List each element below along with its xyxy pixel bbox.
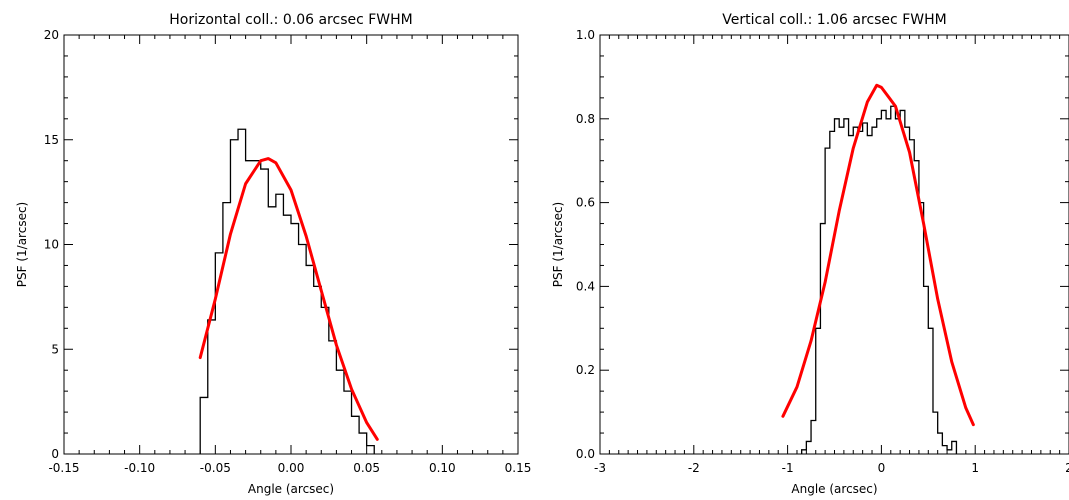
y-tick-label: 10 <box>44 238 59 252</box>
y-tick-label: 0.8 <box>576 112 595 126</box>
chart-title: Horizontal coll.: 0.06 arcsec FWHM <box>169 12 413 28</box>
x-tick-label: -2 <box>688 461 700 475</box>
x-tick-label: 0.15 <box>505 461 532 475</box>
y-tick-label: 15 <box>44 133 59 147</box>
x-tick-label: -0.05 <box>200 461 231 475</box>
x-tick-label: 2 <box>1065 461 1069 475</box>
y-axis-label: PSF (1/arcsec) <box>15 202 29 287</box>
chart-horizontal-collimation: Horizontal coll.: 0.06 arcsec FWHM Angle… <box>15 12 531 496</box>
x-tick-label: -3 <box>594 461 606 475</box>
fit-series-line <box>198 157 379 441</box>
plot-frame <box>63 34 519 455</box>
x-tick-label: 0.10 <box>429 461 456 475</box>
x-tick-label: 0.00 <box>278 461 305 475</box>
y-tick-label: 0.4 <box>576 279 595 293</box>
x-axis-label: Angle (arcsec) <box>791 482 877 496</box>
histogram-series-line <box>199 128 375 454</box>
x-tick-label: -0.15 <box>48 461 79 475</box>
x-tick-label: 0 <box>878 461 886 475</box>
y-tick-label: 0 <box>51 447 59 461</box>
x-tick-label: 1 <box>971 461 979 475</box>
x-tick-label: 0.05 <box>353 461 380 475</box>
fit-series-line <box>781 83 975 427</box>
y-tick-label: 5 <box>51 342 59 356</box>
histogram-series-line <box>801 105 958 454</box>
y-tick-label: 0.0 <box>576 447 595 461</box>
y-tick-label: 0.6 <box>576 196 595 210</box>
plot-frame <box>599 34 1069 455</box>
x-tick-label: -0.10 <box>124 461 155 475</box>
y-tick-label: 0.2 <box>576 363 595 377</box>
x-axis-label: Angle (arcsec) <box>248 482 334 496</box>
x-tick-label: -1 <box>782 461 794 475</box>
chart-title: Vertical coll.: 1.06 arcsec FWHM <box>722 12 946 28</box>
y-tick-label: 1.0 <box>576 28 595 42</box>
y-tick-label: 20 <box>44 28 59 42</box>
y-axis-label: PSF (1/arcsec) <box>551 202 565 287</box>
chart-vertical-collimation: Vertical coll.: 1.06 arcsec FWHM Angle (… <box>551 12 1069 496</box>
